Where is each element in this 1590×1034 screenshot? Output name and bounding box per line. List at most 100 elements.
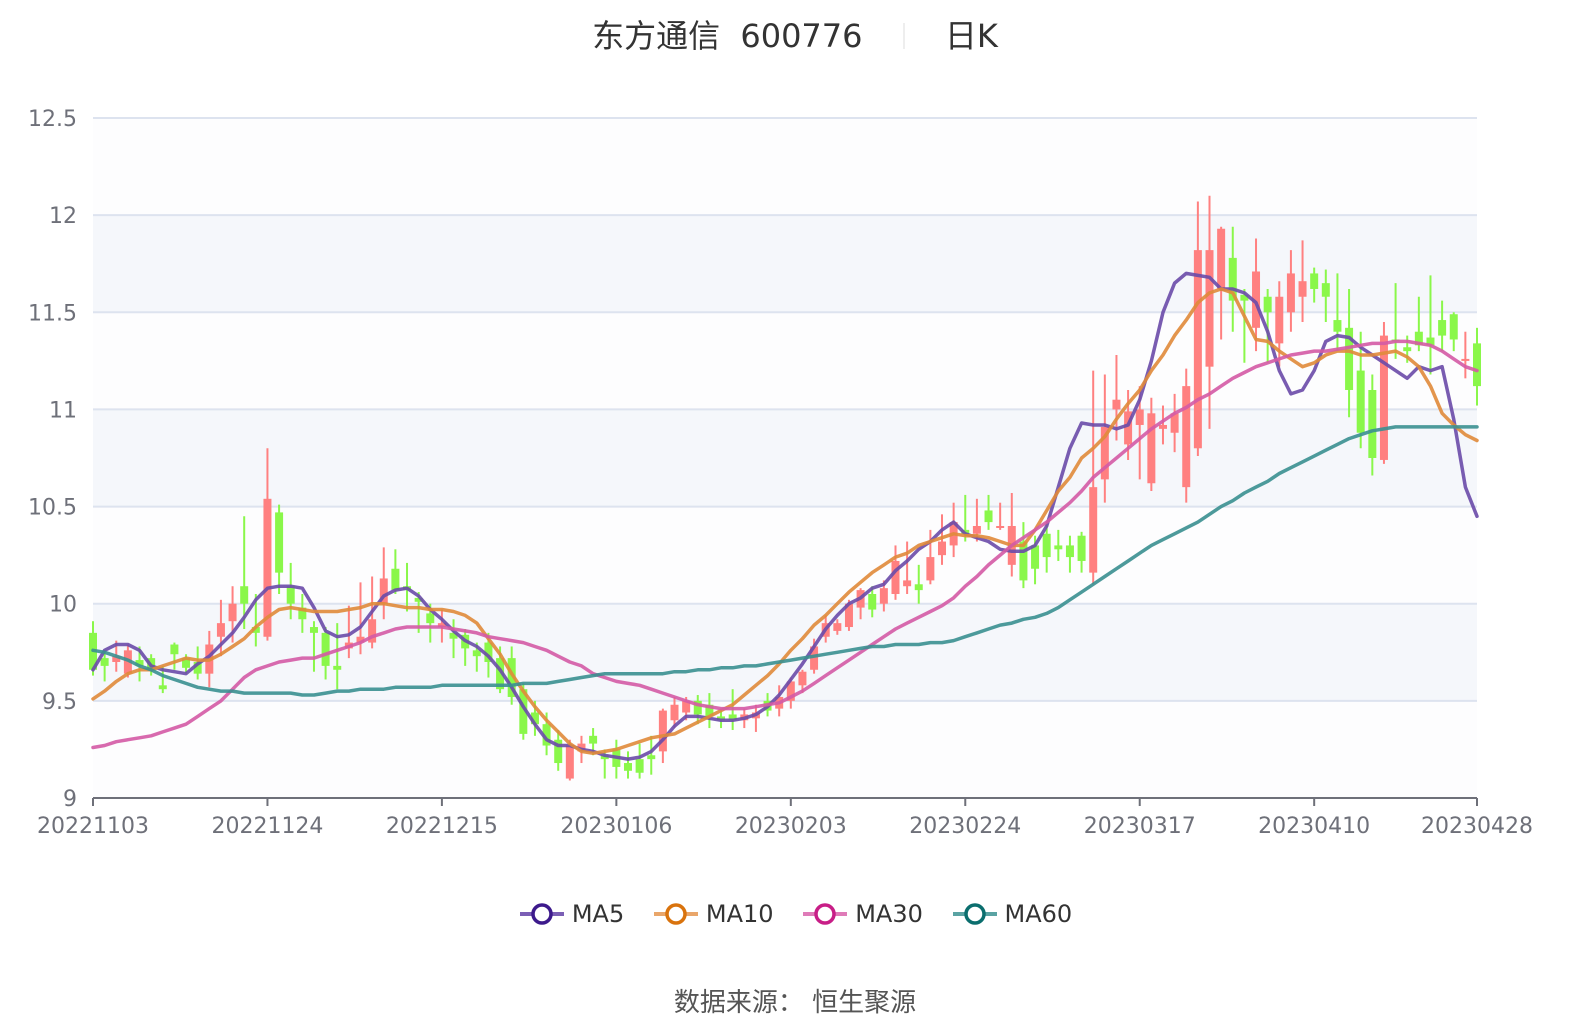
candle-body xyxy=(1414,331,1423,346)
candle-body xyxy=(984,510,993,523)
candle-body xyxy=(728,714,737,721)
candle-body xyxy=(1252,271,1261,328)
legend-marker-icon xyxy=(519,903,564,925)
candle-body xyxy=(1193,250,1202,449)
legend-label: MA30 xyxy=(855,900,923,928)
candle-body xyxy=(333,665,342,670)
legend-marker-icon xyxy=(952,903,997,925)
candle-body xyxy=(472,650,481,657)
legend-item-ma30[interactable]: MA30 xyxy=(801,900,923,928)
candle-body xyxy=(903,580,912,587)
candle-body xyxy=(286,586,295,604)
legend-item-ma60[interactable]: MA60 xyxy=(951,900,1073,928)
legend: MA5 MA10 MA30 MA60 xyxy=(0,900,1590,932)
candle-body xyxy=(1031,545,1040,569)
candle-body xyxy=(717,716,726,721)
candle-body xyxy=(309,627,318,633)
candle-body xyxy=(135,660,144,666)
grid-band xyxy=(93,312,1477,410)
candle-body xyxy=(1217,228,1226,289)
candle-body xyxy=(705,704,714,717)
candle-body xyxy=(798,671,807,686)
candle-body xyxy=(1112,399,1121,410)
candle-body xyxy=(1310,273,1319,289)
candle-body xyxy=(391,568,400,591)
candle-body xyxy=(1461,358,1470,361)
candle-body xyxy=(577,743,586,752)
candle-body xyxy=(926,557,935,581)
candle-body xyxy=(600,755,609,760)
y-tick-label: 11 xyxy=(49,398,77,423)
candle-body xyxy=(1298,281,1307,297)
candle-body xyxy=(833,623,842,631)
candle-body xyxy=(1182,386,1191,488)
candle-body xyxy=(914,584,923,591)
candle-body xyxy=(170,644,179,655)
candle-body xyxy=(1449,314,1458,340)
x-tick-label: 20221103 xyxy=(37,814,149,839)
legend-label: MA10 xyxy=(705,900,774,928)
legend-item-ma10[interactable]: MA10 xyxy=(652,900,774,928)
candle-body xyxy=(1077,535,1086,561)
ma-line-ma10 xyxy=(91,287,1479,756)
candle-body xyxy=(263,498,272,637)
candle-body xyxy=(879,588,888,604)
x-axis: 20221103 20221124 20221215 20230106 20230203… xyxy=(37,797,1533,839)
candle-body xyxy=(496,658,505,690)
candle-body xyxy=(519,689,528,734)
candle-body xyxy=(891,560,900,594)
grid-band xyxy=(93,700,1477,798)
candle-body xyxy=(182,658,191,668)
chart-title: 东方通信 600776 日K xyxy=(0,12,1590,58)
legend-item-ma5[interactable]: MA5 xyxy=(518,900,624,928)
candle-body xyxy=(658,710,667,752)
candle-body xyxy=(623,763,632,771)
candle-body xyxy=(1356,370,1365,433)
candle-body xyxy=(938,541,947,556)
candle-body xyxy=(1089,487,1098,573)
candle-body xyxy=(565,745,574,779)
candle-body xyxy=(1240,294,1249,301)
candle-body xyxy=(1065,545,1074,558)
stock-code: 600776 xyxy=(740,17,863,55)
candle-body xyxy=(1368,390,1377,458)
x-tick-label: 20230203 xyxy=(735,814,847,839)
grid-band xyxy=(93,506,1477,604)
y-tick-label: 10.5 xyxy=(28,496,77,521)
candle-body xyxy=(1170,413,1179,433)
candle-body xyxy=(1019,541,1028,581)
candle-body xyxy=(1124,411,1133,445)
candle-body xyxy=(298,607,307,620)
candle-body xyxy=(1147,413,1156,484)
candle-body xyxy=(589,735,598,744)
candle-body xyxy=(1438,320,1447,336)
stock-name: 东方通信 xyxy=(592,17,721,55)
candle-body xyxy=(437,623,446,628)
y-tick-label: 11.5 xyxy=(28,301,77,326)
title-separator xyxy=(902,23,905,49)
candle-body xyxy=(542,724,551,746)
candle-body xyxy=(228,603,237,622)
grid-lines xyxy=(93,117,1477,702)
candle-body xyxy=(1275,296,1284,344)
grid-band xyxy=(93,118,1477,216)
candle-body xyxy=(1158,424,1167,429)
candle-body xyxy=(868,594,877,610)
candle-body xyxy=(786,681,795,701)
legend-label: MA60 xyxy=(1004,900,1073,928)
candle-body xyxy=(449,632,458,639)
y-axis: 9 9.5 10 10.5 11 11.5 12 12.5 xyxy=(28,107,77,812)
candle-body xyxy=(1403,347,1412,352)
candle-body xyxy=(670,704,679,721)
x-tick-label: 20230428 xyxy=(1421,814,1533,839)
candle-body xyxy=(240,586,249,604)
legend-marker-icon xyxy=(653,903,698,925)
candle-body xyxy=(1228,257,1237,301)
candle-body xyxy=(158,685,167,690)
y-tick-label: 12.5 xyxy=(28,107,77,132)
candle-body xyxy=(530,712,539,725)
candle-body xyxy=(251,627,260,633)
grid-bands xyxy=(93,118,1477,798)
y-tick-label: 9.5 xyxy=(42,690,77,715)
grid-band xyxy=(93,409,1477,507)
